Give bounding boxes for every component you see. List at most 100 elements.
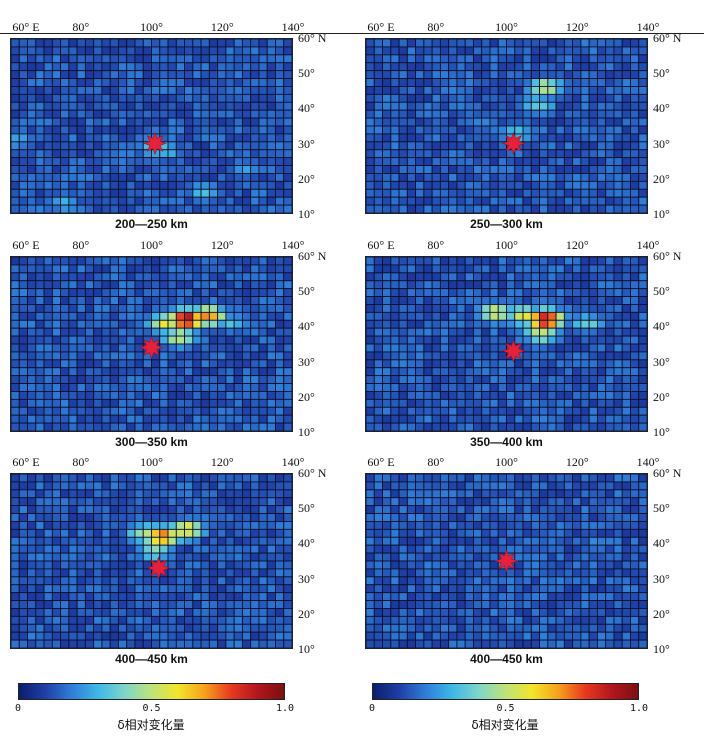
grid-cell <box>415 319 425 329</box>
grid-cell <box>60 576 70 586</box>
grid-cell <box>117 544 128 554</box>
grid-cell <box>76 536 86 546</box>
grid-cell <box>613 398 623 408</box>
grid-cell <box>192 414 202 424</box>
grid-cell <box>35 505 45 515</box>
grid-cell <box>497 157 507 167</box>
grid-cell <box>456 141 466 151</box>
grid-cell <box>630 414 640 424</box>
grid-cell <box>68 327 78 337</box>
grid-cell <box>431 304 441 313</box>
grid-cell <box>588 414 598 424</box>
grid-cell <box>43 54 53 64</box>
grid-cell <box>60 70 70 80</box>
grid-cell <box>35 422 45 431</box>
grid-cell <box>472 406 483 416</box>
grid-cell <box>76 149 86 159</box>
grid-cell <box>275 398 285 408</box>
grid-cell <box>530 422 541 431</box>
grid-cell <box>159 414 169 424</box>
grid-cell <box>497 367 507 377</box>
grid-cell <box>266 272 276 282</box>
grid-cell <box>613 584 623 594</box>
grid-cell <box>18 592 29 602</box>
grid-cell <box>588 505 598 515</box>
grid-cell <box>439 117 450 127</box>
grid-cell <box>398 39 408 48</box>
grid-cell <box>572 125 582 135</box>
colorbar-title: δ相对变化量 <box>471 718 539 732</box>
grid-cell <box>266 257 276 266</box>
grid-cell <box>93 180 103 190</box>
grid-cell <box>126 173 136 182</box>
grid-cell <box>134 359 144 369</box>
grid-cell <box>630 528 640 538</box>
grid-cell <box>605 264 615 274</box>
grid-cell <box>572 173 582 182</box>
grid-cell <box>93 513 103 522</box>
grid-cell <box>43 489 53 499</box>
grid-cell <box>109 157 119 167</box>
grid-cell <box>11 576 20 586</box>
grid-cell <box>506 93 516 103</box>
grid-cell <box>390 489 400 499</box>
grid-cell <box>11 528 20 538</box>
grid-cell <box>241 196 252 206</box>
grid-cell <box>241 101 252 111</box>
grid-cell <box>217 592 227 602</box>
grid-cell <box>208 311 219 321</box>
grid-cell <box>630 272 640 282</box>
grid-cell <box>439 536 450 546</box>
grid-cell <box>18 544 29 554</box>
heatmap-panel <box>10 473 293 649</box>
grid-cell <box>43 117 53 127</box>
grid-cell <box>68 584 78 594</box>
grid-cell <box>175 296 186 305</box>
grid-cell <box>35 544 45 554</box>
grid-cell <box>439 109 450 119</box>
grid-cell <box>539 288 549 298</box>
grid-cell <box>373 414 384 424</box>
grid-cell <box>415 335 425 345</box>
grid-cell <box>51 264 62 274</box>
grid-cell <box>11 46 20 56</box>
grid-cell <box>572 536 582 546</box>
grid-cell <box>522 264 532 274</box>
grid-cell <box>398 257 408 266</box>
grid-cell <box>167 414 177 424</box>
grid-cell <box>175 327 186 337</box>
grid-cell <box>431 505 441 515</box>
grid-cell <box>514 173 524 182</box>
grid-cell <box>464 615 474 625</box>
grid-cell <box>76 367 86 377</box>
grid-cell <box>208 422 219 431</box>
grid-cell <box>456 78 466 87</box>
grid-cell <box>539 544 549 554</box>
grid-cell <box>373 367 384 377</box>
grid-cell <box>464 204 474 213</box>
grid-cell <box>373 631 384 641</box>
grid-cell <box>117 631 128 641</box>
grid-cell <box>192 474 202 483</box>
grid-cell <box>60 319 70 329</box>
grid-cell <box>630 319 640 329</box>
grid-cell <box>596 93 607 103</box>
grid-cell <box>225 54 235 64</box>
grid-cell <box>514 422 524 431</box>
grid-cell <box>621 406 631 416</box>
grid-cell <box>638 615 647 625</box>
grid-cell <box>27 576 37 586</box>
grid-cell <box>43 257 53 266</box>
grid-cell <box>448 552 458 562</box>
grid-cell <box>555 157 565 167</box>
grid-cell <box>35 101 45 111</box>
grid-cell <box>192 497 202 507</box>
grid-cell <box>398 383 408 392</box>
grid-cell <box>539 141 549 151</box>
grid-cell <box>366 257 375 266</box>
grid-cell <box>208 608 219 617</box>
grid-cell <box>84 631 95 641</box>
grid-cell <box>439 631 450 641</box>
grid-cell <box>472 157 483 167</box>
grid-cell <box>233 414 243 424</box>
